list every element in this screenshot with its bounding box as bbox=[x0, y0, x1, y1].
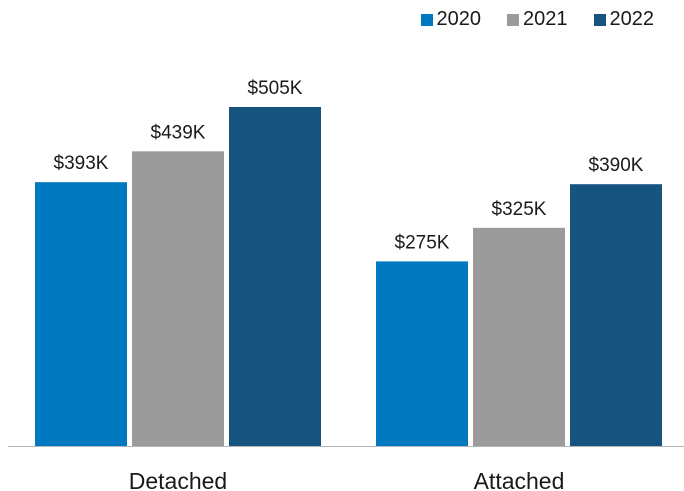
bar-detached-2021 bbox=[132, 151, 224, 447]
legend-label-2021: 2021 bbox=[523, 8, 568, 30]
bar-attached-2022 bbox=[570, 184, 662, 447]
data-label-attached-2022: $390K bbox=[589, 155, 644, 176]
legend-label-2020: 2020 bbox=[436, 8, 482, 30]
legend-swatch-2020 bbox=[420, 13, 433, 26]
bar-attached-2020 bbox=[376, 261, 468, 446]
data-label-attached-2021: $325K bbox=[492, 199, 547, 220]
legend-item-2021: 2021 bbox=[507, 8, 568, 31]
data-label-detached-2020: $393K bbox=[54, 153, 109, 174]
bar-detached-2020 bbox=[35, 182, 127, 447]
legend-label-2022: 2022 bbox=[609, 8, 655, 30]
legend-swatch-2021 bbox=[507, 13, 519, 26]
bar-attached-2021 bbox=[473, 227, 565, 446]
data-label-detached-2022: $505K bbox=[248, 78, 303, 99]
data-label-attached-2020: $275K bbox=[395, 232, 450, 253]
legend-item-2020: 2020 bbox=[420, 8, 482, 31]
legend: 2020 2021 2022 bbox=[420, 8, 655, 31]
category-label-detached: Detached bbox=[129, 468, 227, 491]
legend-item-2022: 2022 bbox=[593, 8, 655, 31]
category-label-attached: Attached bbox=[474, 468, 565, 491]
legend-swatch-2022 bbox=[593, 13, 606, 26]
bar-detached-2022 bbox=[229, 107, 321, 446]
data-label-detached-2021: $439K bbox=[151, 122, 206, 143]
